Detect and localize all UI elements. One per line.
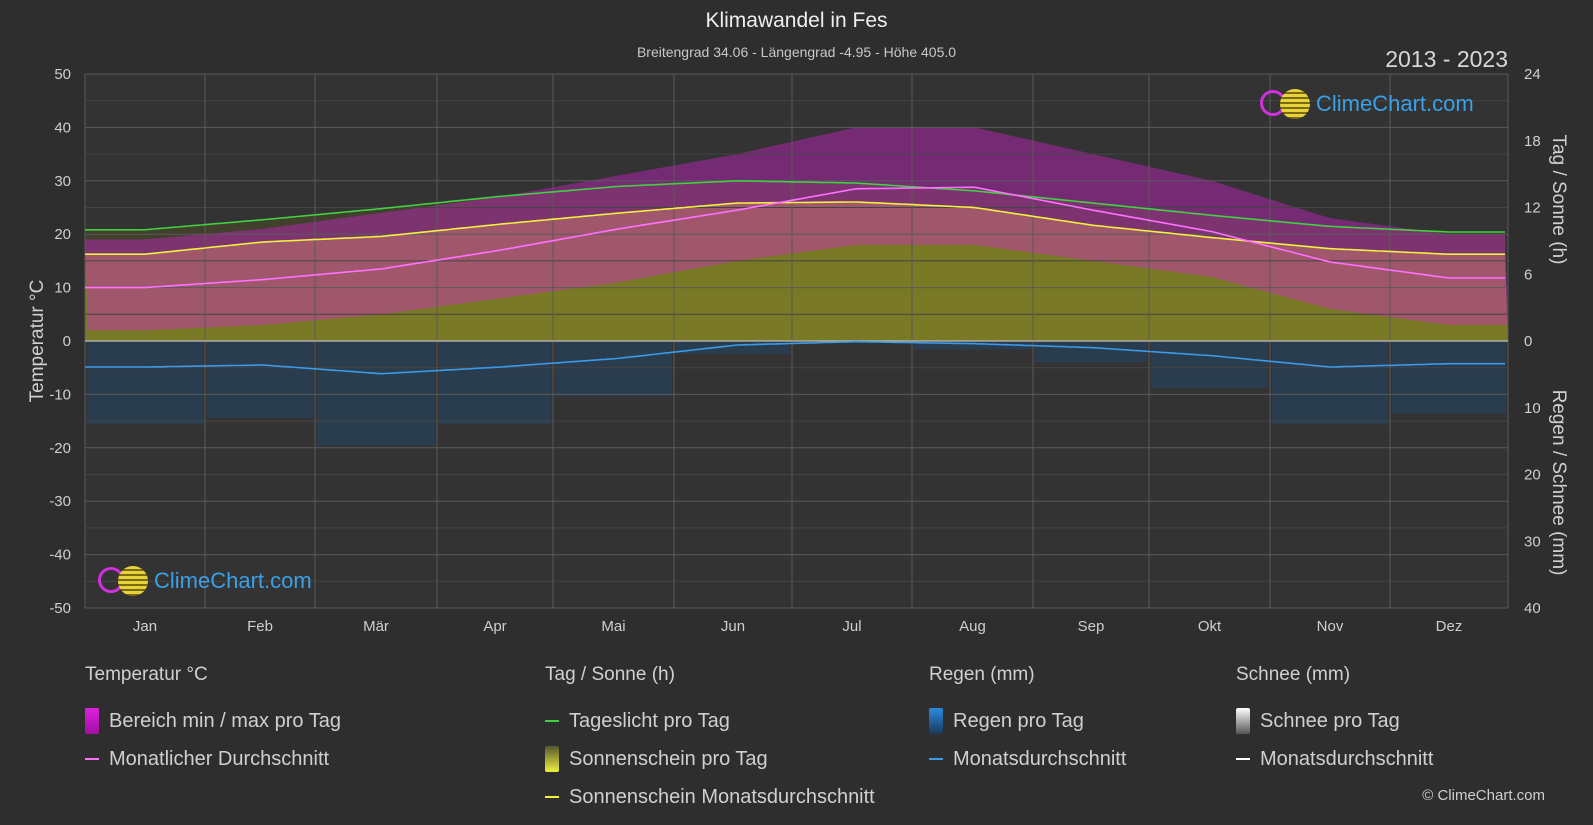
month-label: Jun bbox=[721, 618, 745, 635]
left-tick-label: 10 bbox=[54, 280, 71, 297]
rain-bar bbox=[87, 341, 203, 425]
legend-item: Sonnenschein Monatsdurchschnitt bbox=[545, 778, 875, 816]
chart-subtitle: Breitengrad 34.06 - Längengrad -4.95 - H… bbox=[636, 44, 957, 60]
rain-bar bbox=[1272, 341, 1388, 425]
right-bottom-tick-label: 30 bbox=[1524, 533, 1541, 550]
sunshine-swatch bbox=[545, 746, 559, 772]
month-label: Dez bbox=[1436, 618, 1463, 635]
line-swatch bbox=[929, 758, 943, 760]
right-top-tick-label: 6 bbox=[1524, 266, 1532, 283]
rain-bar bbox=[207, 341, 313, 418]
rain-bar bbox=[1392, 341, 1506, 414]
line-swatch bbox=[85, 758, 99, 760]
right-axis-top-title: Tag / Sonne (h) bbox=[1548, 135, 1569, 265]
legend-label: Tageslicht pro Tag bbox=[569, 709, 730, 732]
month-label: Apr bbox=[483, 618, 506, 635]
logo-icon bbox=[1258, 87, 1312, 121]
legend-item: Monatsdurchschnitt bbox=[1236, 740, 1433, 778]
left-tick-label: -50 bbox=[49, 600, 71, 617]
legend-item: Tageslicht pro Tag bbox=[545, 702, 875, 740]
month-label: Sep bbox=[1078, 618, 1105, 635]
legend-item: Monatlicher Durchschnitt bbox=[85, 740, 341, 778]
legend-temperature: Temperatur °C Bereich min / max pro Tag … bbox=[85, 664, 341, 778]
legend-rain-title: Regen (mm) bbox=[929, 664, 1035, 685]
month-label: Aug bbox=[959, 618, 986, 635]
legend-label: Monatsdurchschnitt bbox=[953, 747, 1127, 770]
left-tick-label: -30 bbox=[49, 493, 71, 510]
right-top-tick-label: 24 bbox=[1524, 66, 1541, 83]
month-label: Okt bbox=[1198, 618, 1222, 635]
legend-temperature-title: Temperatur °C bbox=[85, 664, 208, 685]
rain-bar bbox=[1151, 341, 1268, 388]
legend-rain: Regen (mm) Regen pro Tag Monatsdurchschn… bbox=[929, 664, 1126, 778]
left-tick-label: 40 bbox=[54, 119, 71, 136]
legend-sun: Tag / Sonne (h) Tageslicht pro Tag Sonne… bbox=[545, 664, 875, 816]
rain-swatch bbox=[929, 708, 943, 734]
year-range: 2013 - 2023 bbox=[1385, 46, 1508, 72]
month-label: Jul bbox=[842, 618, 861, 635]
left-tick-label: 30 bbox=[54, 173, 71, 190]
line-swatch bbox=[545, 796, 559, 798]
legend-label: Bereich min / max pro Tag bbox=[109, 709, 341, 732]
month-label: Feb bbox=[247, 618, 273, 635]
chart-title: Klimawandel in Fes bbox=[705, 9, 888, 32]
right-top-tick-label: 18 bbox=[1524, 133, 1541, 150]
climate-chart: 50 40 30 20 10 0 -10 -20 -30 -40 -50 24 18 12 6 0 10 20 30… bbox=[27, 66, 1569, 635]
rain-bar bbox=[914, 341, 1031, 350]
month-label: Mär bbox=[363, 618, 389, 635]
legend-label: Monatlicher Durchschnitt bbox=[109, 747, 330, 770]
temperature-range-band bbox=[85, 127, 1508, 331]
legend-snow-title: Schnee (mm) bbox=[1236, 664, 1351, 685]
legend-item: Schnee pro Tag bbox=[1236, 702, 1433, 740]
range-swatch bbox=[85, 708, 99, 734]
legend-item: Regen pro Tag bbox=[929, 702, 1126, 740]
month-label: Mai bbox=[601, 618, 625, 635]
legend-label: Regen pro Tag bbox=[953, 709, 1084, 732]
right-bottom-tick-label: 10 bbox=[1524, 400, 1541, 417]
right-bottom-tick-label: 20 bbox=[1524, 467, 1541, 484]
right-bottom-tick-label: 40 bbox=[1524, 600, 1541, 617]
rain-bar bbox=[676, 341, 790, 354]
snow-swatch bbox=[1236, 708, 1250, 734]
left-tick-label: 20 bbox=[54, 226, 71, 243]
month-label: Nov bbox=[1317, 618, 1344, 635]
line-swatch bbox=[1236, 758, 1250, 760]
left-tick-label: -40 bbox=[49, 547, 71, 564]
logo-text: ClimeChart.com bbox=[154, 568, 312, 593]
rain-bar bbox=[1035, 341, 1147, 363]
legend-label: Monatsdurchschnitt bbox=[1260, 747, 1434, 770]
legend-label: Schnee pro Tag bbox=[1260, 709, 1400, 732]
left-tick-label: 50 bbox=[54, 66, 71, 83]
rain-bar bbox=[317, 341, 435, 446]
rain-avg-line bbox=[85, 340, 1505, 375]
month-label: Jan bbox=[133, 618, 157, 635]
right-top-tick-label: 0 bbox=[1524, 333, 1532, 350]
line-swatch bbox=[545, 720, 559, 722]
left-axis-title: Temperatur °C bbox=[27, 280, 48, 403]
legend-label: Sonnenschein Monatsdurchschnitt bbox=[569, 785, 875, 808]
right-axis-bottom-title: Regen / Schnee (mm) bbox=[1548, 390, 1569, 576]
legend-item: Sonnenschein pro Tag bbox=[545, 740, 875, 778]
copyright: © ClimeChart.com bbox=[1422, 787, 1545, 804]
logo-icon bbox=[96, 564, 150, 598]
legend-item: Bereich min / max pro Tag bbox=[85, 702, 341, 740]
sunshine-area bbox=[85, 202, 1508, 341]
legend-snow: Schnee (mm) Schnee pro Tag Monatsdurchsc… bbox=[1236, 664, 1433, 778]
right-top-tick-label: 12 bbox=[1524, 200, 1541, 217]
temperature-avg-line bbox=[85, 186, 1505, 289]
sunshine-avg-line bbox=[85, 201, 1505, 255]
legend-label: Sonnenschein pro Tag bbox=[569, 747, 768, 770]
legend-item: Monatsdurchschnitt bbox=[929, 740, 1126, 778]
logo-bottom[interactable]: ClimeChart.com bbox=[96, 564, 312, 598]
rain-bar bbox=[439, 341, 551, 425]
left-tick-label: -10 bbox=[49, 386, 71, 403]
left-tick-label: 0 bbox=[63, 333, 71, 350]
daylight-line bbox=[85, 179, 1505, 233]
logo-text: ClimeChart.com bbox=[1316, 91, 1474, 116]
rain-bar bbox=[555, 341, 672, 397]
left-tick-label: -20 bbox=[49, 440, 71, 457]
logo-top[interactable]: ClimeChart.com bbox=[1258, 87, 1474, 121]
legend-sun-title: Tag / Sonne (h) bbox=[545, 664, 675, 685]
